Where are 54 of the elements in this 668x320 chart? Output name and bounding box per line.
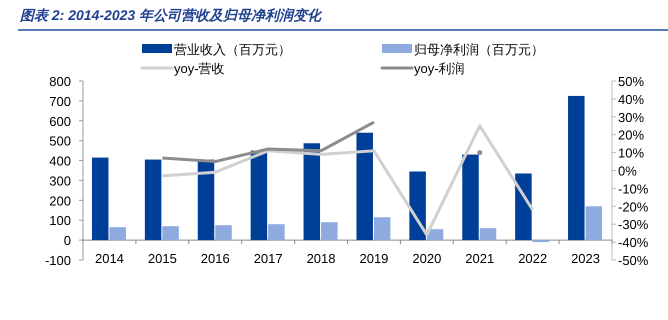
y-tick-label: -100 (44, 253, 71, 268)
legend-label: yoy-营收 (174, 61, 225, 76)
bar (144, 160, 162, 240)
bar (480, 228, 496, 240)
bar (215, 225, 232, 240)
bar (268, 224, 285, 240)
x-tick-label: 2018 (306, 251, 336, 266)
x-tick-label: 2015 (148, 251, 177, 266)
y-tick-label: 600 (49, 114, 71, 129)
bar (162, 226, 179, 240)
bar (586, 206, 602, 240)
y2-tick-label: 20% (618, 128, 644, 143)
y2-tick-label: -30% (618, 217, 649, 232)
bar (568, 96, 585, 240)
x-tick-label: 2021 (465, 251, 494, 266)
x-tick-label: 2017 (254, 251, 283, 266)
y-tick-label: 400 (49, 154, 71, 169)
y2-tick-label: -50% (618, 253, 649, 268)
bar (321, 222, 338, 240)
y-tick-label: 200 (49, 193, 71, 208)
y-tick-label: 800 (49, 74, 71, 89)
bar (109, 227, 126, 240)
x-tick-label: 2022 (518, 251, 548, 266)
y2-tick-label: -40% (618, 235, 649, 250)
bar (356, 132, 373, 240)
bar (198, 160, 214, 240)
y2-tick-label: 40% (618, 92, 644, 107)
bar (462, 154, 479, 240)
bar (515, 173, 532, 240)
y-tick-label: 100 (49, 213, 71, 228)
x-tick-label: 2019 (359, 251, 388, 266)
x-tick-label: 2020 (412, 251, 442, 266)
bar (304, 143, 320, 240)
y-tick-label: 300 (49, 173, 71, 188)
bar (409, 171, 426, 240)
y2-tick-label: 50% (618, 74, 644, 89)
legend-label: 营业收入（百万元） (174, 42, 291, 57)
x-tick-label: 2016 (200, 251, 230, 266)
y2-tick-label: -20% (618, 199, 649, 214)
bar (92, 158, 108, 240)
x-tick-label: 2014 (94, 251, 124, 266)
bar (374, 217, 390, 240)
y2-tick-label: 10% (618, 146, 644, 161)
y-tick-label: 700 (49, 94, 71, 109)
legend-label: yoy-利润 (414, 61, 465, 76)
chart-title: 图表 2: 2014-2023 年公司营收及归母净利润变化 (20, 7, 324, 23)
bar (250, 150, 268, 240)
y2-tick-label: 0% (618, 164, 638, 178)
y-tick-label: 500 (49, 134, 71, 149)
x-tick-label: 2023 (571, 251, 600, 266)
y2-tick-label: 30% (618, 110, 644, 125)
legend-label: 归母净利润（百万元） (414, 42, 544, 57)
y-tick-label: 0 (64, 233, 71, 248)
y2-tick-label: -10% (618, 181, 649, 196)
